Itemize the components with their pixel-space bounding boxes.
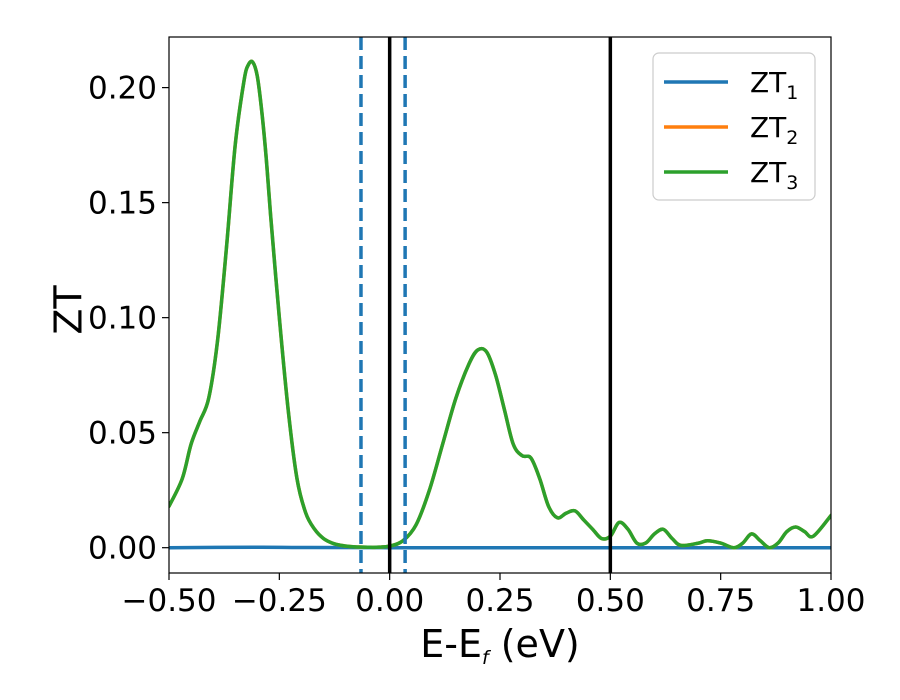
x-tick-label: −0.50 (122, 583, 217, 619)
x-tick-label: −0.25 (232, 583, 327, 619)
y-axis-label: ZT (46, 285, 90, 335)
x-tick-label: 0.75 (686, 583, 755, 619)
legend: ZT1 ZT2 ZT3 (652, 52, 816, 201)
x-tick-label: 0.50 (576, 583, 645, 619)
x-axis-ticks: −0.50 −0.25 0.00 0.25 0.50 0.75 1.00 (122, 573, 866, 619)
y-axis-ticks: 0.00 0.05 0.10 0.15 0.20 (88, 71, 169, 567)
y-tick-label: 0.15 (88, 186, 157, 222)
y-tick-label: 0.10 (88, 301, 157, 337)
y-tick-label: 0.20 (88, 71, 157, 107)
legend-label-zt1: ZT1 (750, 66, 798, 104)
series-line-zt3 (169, 59, 831, 550)
legend-label-zt2: ZT2 (750, 111, 798, 149)
reference-lines (359, 37, 613, 573)
x-tick-label: 0.25 (465, 583, 534, 619)
y-tick-label: 0.05 (88, 416, 157, 452)
y-tick-label: 0.00 (88, 531, 157, 567)
legend-box (652, 52, 816, 201)
x-axis-label: E-Ef (eV) (420, 622, 580, 669)
x-tick-label: 0.00 (355, 583, 424, 619)
legend-label-zt3: ZT3 (750, 156, 798, 194)
x-tick-label: 1.00 (796, 583, 865, 619)
